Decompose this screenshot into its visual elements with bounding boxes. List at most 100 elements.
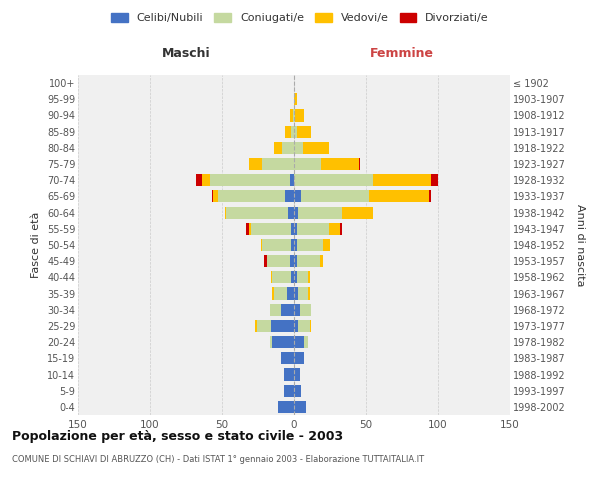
Bar <box>294 190 301 202</box>
Bar <box>430 190 431 202</box>
Bar <box>310 320 311 332</box>
Bar <box>225 206 226 218</box>
Bar <box>294 255 297 268</box>
Bar <box>302 142 329 154</box>
Bar <box>298 320 310 332</box>
Bar <box>247 222 250 235</box>
Bar <box>226 206 288 218</box>
Bar <box>359 158 360 170</box>
Bar <box>369 190 430 202</box>
Bar <box>272 336 294 348</box>
Text: Popolazione per età, sesso e stato civile - 2003: Popolazione per età, sesso e stato civil… <box>12 430 343 443</box>
Bar <box>297 222 329 235</box>
Bar <box>290 174 294 186</box>
Bar <box>297 272 308 283</box>
Bar <box>257 320 271 332</box>
Bar <box>294 93 297 106</box>
Bar <box>278 401 294 413</box>
Bar <box>262 239 291 251</box>
Bar <box>298 206 341 218</box>
Bar <box>294 304 300 316</box>
Bar <box>431 174 438 186</box>
Bar <box>294 222 297 235</box>
Bar <box>261 239 262 251</box>
Bar <box>294 368 300 380</box>
Bar <box>250 222 251 235</box>
Bar <box>298 288 308 300</box>
Bar <box>373 174 431 186</box>
Bar <box>294 174 373 186</box>
Bar <box>329 222 340 235</box>
Legend: Celibi/Nubili, Coniugati/e, Vedovi/e, Divorziati/e: Celibi/Nubili, Coniugati/e, Vedovi/e, Di… <box>107 8 493 28</box>
Bar <box>290 255 294 268</box>
Bar <box>341 206 373 218</box>
Bar <box>340 222 341 235</box>
Bar <box>291 126 294 138</box>
Bar <box>250 158 262 170</box>
Bar <box>255 320 257 332</box>
Bar <box>274 142 283 154</box>
Bar <box>304 336 308 348</box>
Y-axis label: Anni di nascita: Anni di nascita <box>575 204 585 286</box>
Bar <box>294 126 297 138</box>
Bar <box>266 255 290 268</box>
Bar <box>308 288 310 300</box>
Bar <box>212 190 214 202</box>
Bar <box>274 288 287 300</box>
Bar <box>269 304 281 316</box>
Bar <box>320 255 323 268</box>
Bar <box>291 239 294 251</box>
Bar <box>251 222 291 235</box>
Bar <box>272 288 274 300</box>
Bar <box>294 352 304 364</box>
Bar <box>272 272 291 283</box>
Bar <box>322 158 359 170</box>
Bar <box>301 190 369 202</box>
Bar <box>294 110 295 122</box>
Bar <box>295 110 304 122</box>
Bar <box>281 352 294 364</box>
Bar <box>300 304 311 316</box>
Text: COMUNE DI SCHIAVI DI ABRUZZO (CH) - Dati ISTAT 1° gennaio 2003 - Elaborazione TU: COMUNE DI SCHIAVI DI ABRUZZO (CH) - Dati… <box>12 455 424 464</box>
Bar <box>294 142 302 154</box>
Bar <box>271 320 294 332</box>
Bar <box>297 239 323 251</box>
Bar <box>291 272 294 283</box>
Bar <box>286 126 291 138</box>
Bar <box>294 384 301 397</box>
Bar <box>291 222 294 235</box>
Bar <box>262 158 294 170</box>
Bar <box>290 110 293 122</box>
Bar <box>297 126 311 138</box>
Bar <box>202 174 211 186</box>
Bar <box>214 190 218 202</box>
Bar <box>294 158 322 170</box>
Bar <box>294 206 298 218</box>
Bar <box>284 368 294 380</box>
Bar <box>287 288 294 300</box>
Bar <box>294 288 298 300</box>
Bar <box>284 384 294 397</box>
Bar <box>294 336 304 348</box>
Bar <box>294 272 297 283</box>
Bar <box>218 190 286 202</box>
Bar <box>269 336 272 348</box>
Bar <box>297 255 320 268</box>
Bar <box>264 255 266 268</box>
Text: Femmine: Femmine <box>370 47 434 60</box>
Bar <box>308 272 310 283</box>
Bar <box>196 174 202 186</box>
Bar <box>283 142 294 154</box>
Bar <box>288 206 294 218</box>
Bar <box>323 239 330 251</box>
Bar <box>281 304 294 316</box>
Bar <box>294 239 297 251</box>
Bar <box>294 401 305 413</box>
Bar <box>211 174 290 186</box>
Bar <box>286 190 294 202</box>
Y-axis label: Fasce di età: Fasce di età <box>31 212 41 278</box>
Bar <box>294 320 298 332</box>
Text: Maschi: Maschi <box>161 47 211 60</box>
Bar <box>293 110 294 122</box>
Bar <box>271 272 272 283</box>
